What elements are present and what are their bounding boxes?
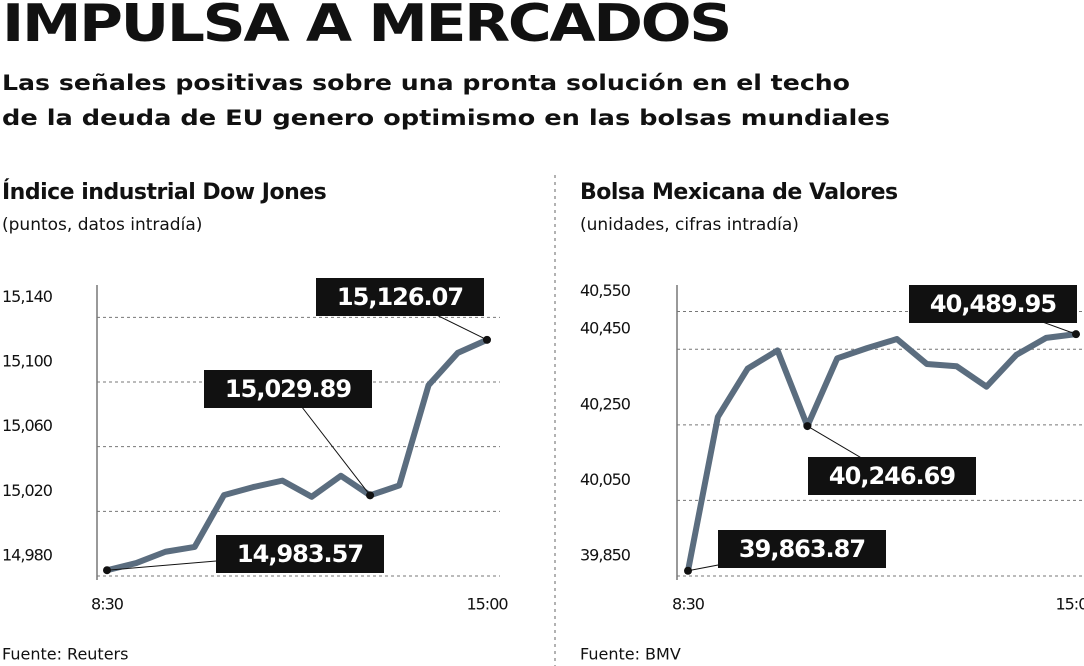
- title: IMPULSA A MERCADOS: [2, 0, 730, 54]
- value-label: 39,863.87: [739, 535, 865, 563]
- x-tick-label: 8:30: [91, 595, 124, 614]
- chart-title: Bolsa Mexicana de Valores: [580, 180, 898, 205]
- y-tick-label: 15,020: [2, 481, 53, 500]
- y-tick-label: 40,550: [580, 281, 631, 300]
- value-label: 40,246.69: [829, 462, 955, 490]
- y-tick-label: 40,450: [580, 319, 631, 338]
- label-box: [204, 370, 372, 408]
- chart-title: Índice industrial Dow Jones: [2, 179, 327, 205]
- y-tick-label: 15,140: [2, 287, 53, 306]
- value-label: 40,489.95: [930, 290, 1056, 318]
- chart-subtitle: (unidades, cifras intradía): [580, 215, 799, 235]
- chart-subtitle: (puntos, datos intradía): [2, 215, 202, 235]
- point: [803, 422, 812, 431]
- label-box: [909, 285, 1077, 323]
- y-tick-label: 15,100: [2, 352, 53, 371]
- source: Fuente: BMV: [580, 645, 681, 664]
- point: [483, 335, 491, 344]
- label-box: [316, 278, 484, 316]
- point: [103, 566, 111, 575]
- line: [104, 336, 490, 574]
- y-tick-label: 40,050: [580, 470, 631, 489]
- x-tick-label: 15:00: [466, 595, 508, 614]
- line: [685, 331, 1079, 574]
- label-box: [718, 530, 886, 568]
- label-box: [808, 457, 976, 495]
- value-label: 15,029.89: [225, 375, 351, 403]
- label-box: [216, 535, 384, 573]
- point: [684, 566, 692, 575]
- value-label: 14,983.57: [237, 540, 363, 568]
- value-label: 15,126.07: [337, 283, 463, 311]
- source: Fuente: Reuters: [2, 645, 128, 664]
- point: [366, 491, 375, 500]
- subtitle: Las señales positivas sobre una pronta s…: [2, 71, 850, 95]
- y-tick-label: 15,060: [2, 416, 53, 435]
- x-tick-label: 15:00: [1055, 595, 1084, 614]
- y-tick-label: 14,980: [2, 546, 53, 565]
- y-tick-label: 40,250: [580, 394, 631, 413]
- y-tick-label: 39,850: [580, 546, 631, 565]
- point: [1072, 330, 1080, 339]
- subtitle: de la deuda de EU genero optimismo en la…: [2, 106, 890, 130]
- x-tick-label: 8:30: [672, 595, 705, 614]
